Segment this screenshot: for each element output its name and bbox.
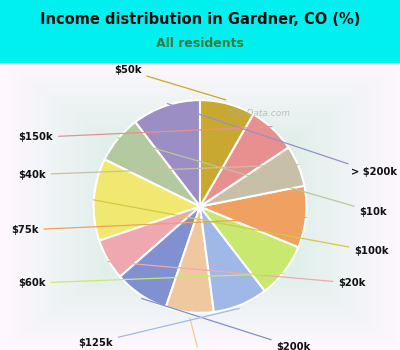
Wedge shape [120,206,200,307]
Text: $200k: $200k [142,299,311,350]
Wedge shape [200,100,253,206]
Wedge shape [200,206,265,312]
Wedge shape [200,206,298,291]
Wedge shape [135,100,200,206]
Wedge shape [99,206,200,276]
Text: $50k: $50k [114,65,226,100]
Text: $60k: $60k [18,273,284,288]
Text: $40k: $40k [18,164,298,180]
Wedge shape [104,122,200,206]
Text: All residents: All residents [156,37,244,50]
Text: Income distribution in Gardner, CO (%): Income distribution in Gardner, CO (%) [40,12,360,27]
Text: City-Data.com: City-Data.com [226,109,290,118]
Wedge shape [200,147,304,206]
Text: $20k: $20k [108,261,366,288]
Wedge shape [94,160,200,241]
Text: $125k: $125k [78,308,239,348]
Text: $30k: $30k [186,318,214,350]
Wedge shape [166,206,214,313]
Text: $150k: $150k [18,127,272,142]
Text: $100k: $100k [93,200,389,256]
Text: $75k: $75k [11,217,306,235]
Wedge shape [200,186,306,247]
Text: > $200k: > $200k [168,104,397,177]
Wedge shape [200,114,288,206]
Text: $10k: $10k [118,138,387,217]
